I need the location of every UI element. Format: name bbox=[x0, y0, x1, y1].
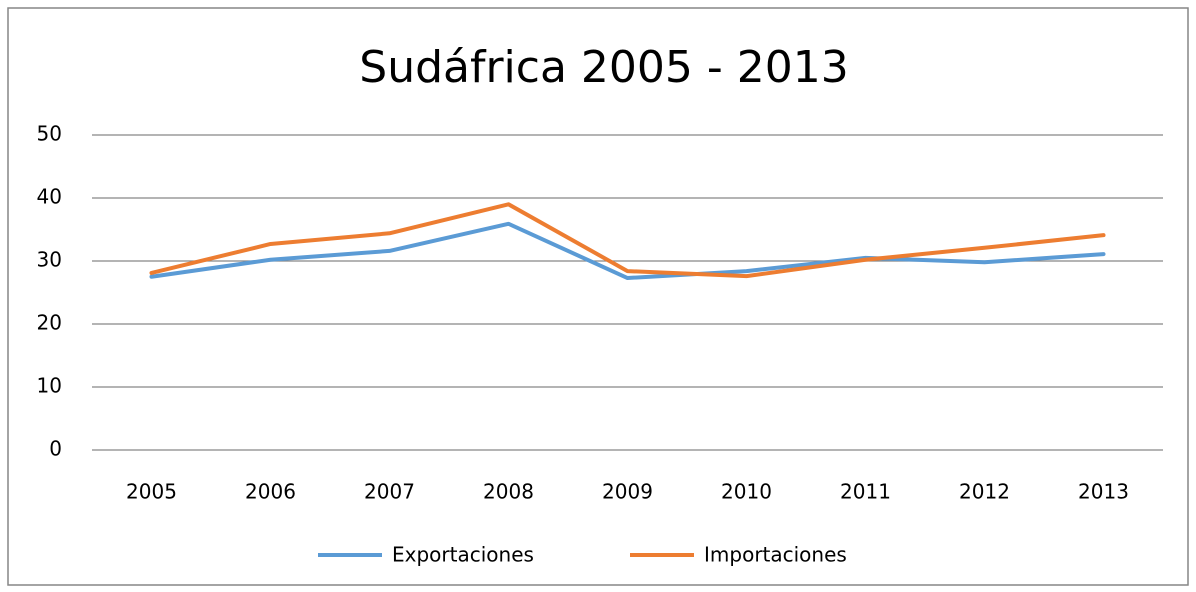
legend-label: Importaciones bbox=[704, 543, 847, 567]
x-tick-label: 2008 bbox=[483, 480, 534, 504]
series-line bbox=[149, 202, 1106, 279]
x-tick-label: 2010 bbox=[721, 480, 772, 504]
chart-border bbox=[7, 7, 1189, 586]
y-tick-label: 20 bbox=[37, 311, 62, 335]
x-tick-label: 2012 bbox=[959, 480, 1010, 504]
y-tick-label: 40 bbox=[37, 185, 62, 209]
series-line bbox=[149, 221, 1106, 281]
x-tick-label: 2005 bbox=[126, 480, 177, 504]
x-tick-label: 2007 bbox=[364, 480, 415, 504]
legend-label: Exportaciones bbox=[392, 543, 534, 567]
x-tick-label: 2013 bbox=[1078, 480, 1129, 504]
x-tick-label: 2006 bbox=[245, 480, 296, 504]
y-tick-label: 0 bbox=[49, 437, 62, 461]
x-tick-label: 2011 bbox=[840, 480, 891, 504]
y-tick-label: 10 bbox=[37, 374, 62, 398]
x-tick-label: 2009 bbox=[602, 480, 653, 504]
chart-title: Sudáfrica 2005 - 2013 bbox=[359, 42, 848, 93]
y-tick-label: 50 bbox=[37, 122, 62, 146]
y-tick-label: 30 bbox=[37, 248, 62, 272]
